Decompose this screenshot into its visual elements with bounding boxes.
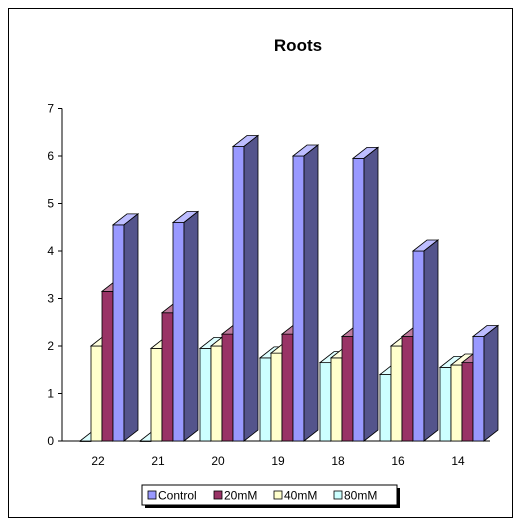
bar-side [123,213,139,442]
bar-front [210,345,223,442]
legend-label: 40mM [284,489,317,503]
bar-front [390,345,403,442]
x-tick-label: 21 [151,454,165,468]
bar-front [330,357,343,442]
bar-front [161,312,174,442]
bar-front [401,336,414,442]
bar-control-16 [411,239,440,442]
bar-front [259,357,272,442]
y-tick-label: 4 [47,244,54,258]
bar-front [412,250,425,442]
y-tick-label: 6 [47,149,54,163]
bar-control-18 [351,146,380,442]
bar-control-22 [111,213,140,442]
bar-side [183,210,199,442]
y-tick-label: 0 [47,434,54,448]
y-tick-label: 7 [47,102,54,116]
legend-swatch [273,490,283,500]
bar-side [303,144,319,442]
legend-label: 20mM [224,489,257,503]
x-tick-label: 18 [331,454,345,468]
x-tick-label: 14 [451,454,465,468]
bar-front [112,224,125,442]
bar-side [243,134,259,442]
y-tick-label: 3 [47,292,54,306]
bar-front [281,333,294,442]
x-tick-label: 16 [391,454,405,468]
bar-front [439,366,452,442]
legend-box [141,484,398,506]
bar-side [483,324,499,442]
bar-control-21 [171,210,200,442]
x-tick-label: 20 [211,454,225,468]
bar-front [472,336,485,442]
chart-frame: Roots 0 1 2 3 4 5 6 7 22 21 20 19 18 16 14 Control 20mM… [8,8,513,518]
legend: Control 20mM 40mM 80mM [141,484,400,508]
legend-label: Control [158,489,197,503]
bar-front [90,345,103,442]
bar-front [232,146,245,442]
bar-side [423,239,439,442]
bar-front [461,362,474,442]
bar-front [221,333,234,442]
bar-front [341,336,354,442]
x-tick-label: 22 [91,454,105,468]
x-tick-label: 19 [271,454,285,468]
y-tick-label: 2 [47,339,54,353]
legend-label: 80mM [344,489,377,503]
legend-swatch [333,490,343,500]
bar-front [172,222,185,442]
bar-front [379,374,392,442]
legend-swatch [147,490,157,500]
bar-control-20 [231,134,260,442]
y-tick-label: 1 [47,387,54,401]
y-tick-label: 5 [47,197,54,211]
chart-title: Roots [274,36,322,55]
bar-side [363,146,379,442]
bar-front [450,364,463,442]
chart-svg: Roots 0 1 2 3 4 5 6 7 22 21 20 19 18 16 14 Control 20mM… [47,36,500,508]
bar-control-14 [471,324,500,442]
bar-front [352,157,365,442]
bar-front [270,352,283,442]
bar-front [199,347,212,442]
bars-layer [78,134,500,442]
bar-front [101,290,114,442]
bar-control-19 [291,144,320,442]
bar-front [292,155,305,442]
bar-front [150,347,163,442]
bar-front [319,362,332,442]
legend-swatch [213,490,223,500]
